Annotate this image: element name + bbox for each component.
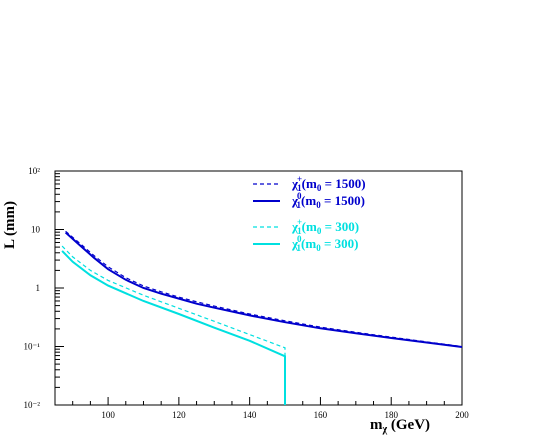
y-tick-label: 10⁻² <box>24 400 41 410</box>
series-line-4 <box>61 250 286 405</box>
y-tick-label: 1 <box>36 283 41 293</box>
legend-label-2: χ0 1(m0 = 1500) <box>291 191 365 210</box>
x-tick-label: 140 <box>243 410 257 420</box>
series-line-1 <box>65 230 463 348</box>
legend-chi-subscript: 1 <box>297 183 302 193</box>
legend-m-subscript: 0 <box>317 226 322 236</box>
y-tick-label: 10⁻¹ <box>24 342 41 352</box>
series-layer <box>61 230 463 405</box>
x-axis-title-sub: χ <box>382 424 388 435</box>
legend-value-part: = 300) <box>321 236 359 251</box>
legend-chi-superscript: 0 <box>297 191 302 201</box>
y-axis-title: L (mm) <box>2 201 18 249</box>
x-tick-label: 100 <box>101 410 115 420</box>
y-tick-label: 10² <box>28 166 40 176</box>
legend-text-part: (m <box>301 193 316 208</box>
legend-m-subscript: 0 <box>317 183 322 193</box>
x-axis-title-unit: (GeV) <box>387 417 430 433</box>
legend-m-subscript: 0 <box>316 243 321 253</box>
x-tick-label: 120 <box>172 410 186 420</box>
legend-m-subscript: 0 <box>316 200 321 210</box>
legend: χ+ 1(m0 = 1500)χ0 1(m0 = 1500)χ+ 1(m0 = 300… <box>253 174 366 253</box>
legend-value-part: = 300) <box>321 219 359 234</box>
legend-chi-symbol: χ <box>291 219 299 234</box>
x-axis-title: mχ (GeV) <box>370 417 430 435</box>
x-tick-label: 180 <box>384 410 398 420</box>
legend-chi-symbol: χ <box>291 193 299 208</box>
legend-chi-symbol: χ <box>291 176 299 191</box>
legend-text-part: (m <box>301 236 316 251</box>
legend-chi-superscript: 0 <box>297 234 302 244</box>
legend-chi-superscript: + <box>297 217 302 227</box>
legend-label-3: χ+ 1(m0 = 300) <box>291 217 359 236</box>
legend-label-4: χ0 1(m0 = 300) <box>291 234 358 253</box>
legend-chi-subscript: 1 <box>297 226 302 236</box>
legend-chi-superscript: + <box>297 174 302 184</box>
legend-text-part: (m <box>302 219 317 234</box>
y-tick-label: 10 <box>31 225 41 235</box>
series-line-3 <box>61 245 286 405</box>
legend-label-1: χ+ 1(m0 = 1500) <box>291 174 366 193</box>
legend-value-part: = 1500) <box>321 176 365 191</box>
x-tick-label: 160 <box>314 410 328 420</box>
legend-chi-subscript: 1 <box>297 200 302 210</box>
legend-chi-subscript: 1 <box>297 243 302 253</box>
series-line-2 <box>64 231 463 348</box>
legend-chi-symbol: χ <box>291 236 299 251</box>
legend-value-part: = 1500) <box>321 193 365 208</box>
x-axis-title-main: m <box>370 417 383 433</box>
x-tick-label: 200 <box>455 410 469 420</box>
legend-text-part: (m <box>302 176 317 191</box>
